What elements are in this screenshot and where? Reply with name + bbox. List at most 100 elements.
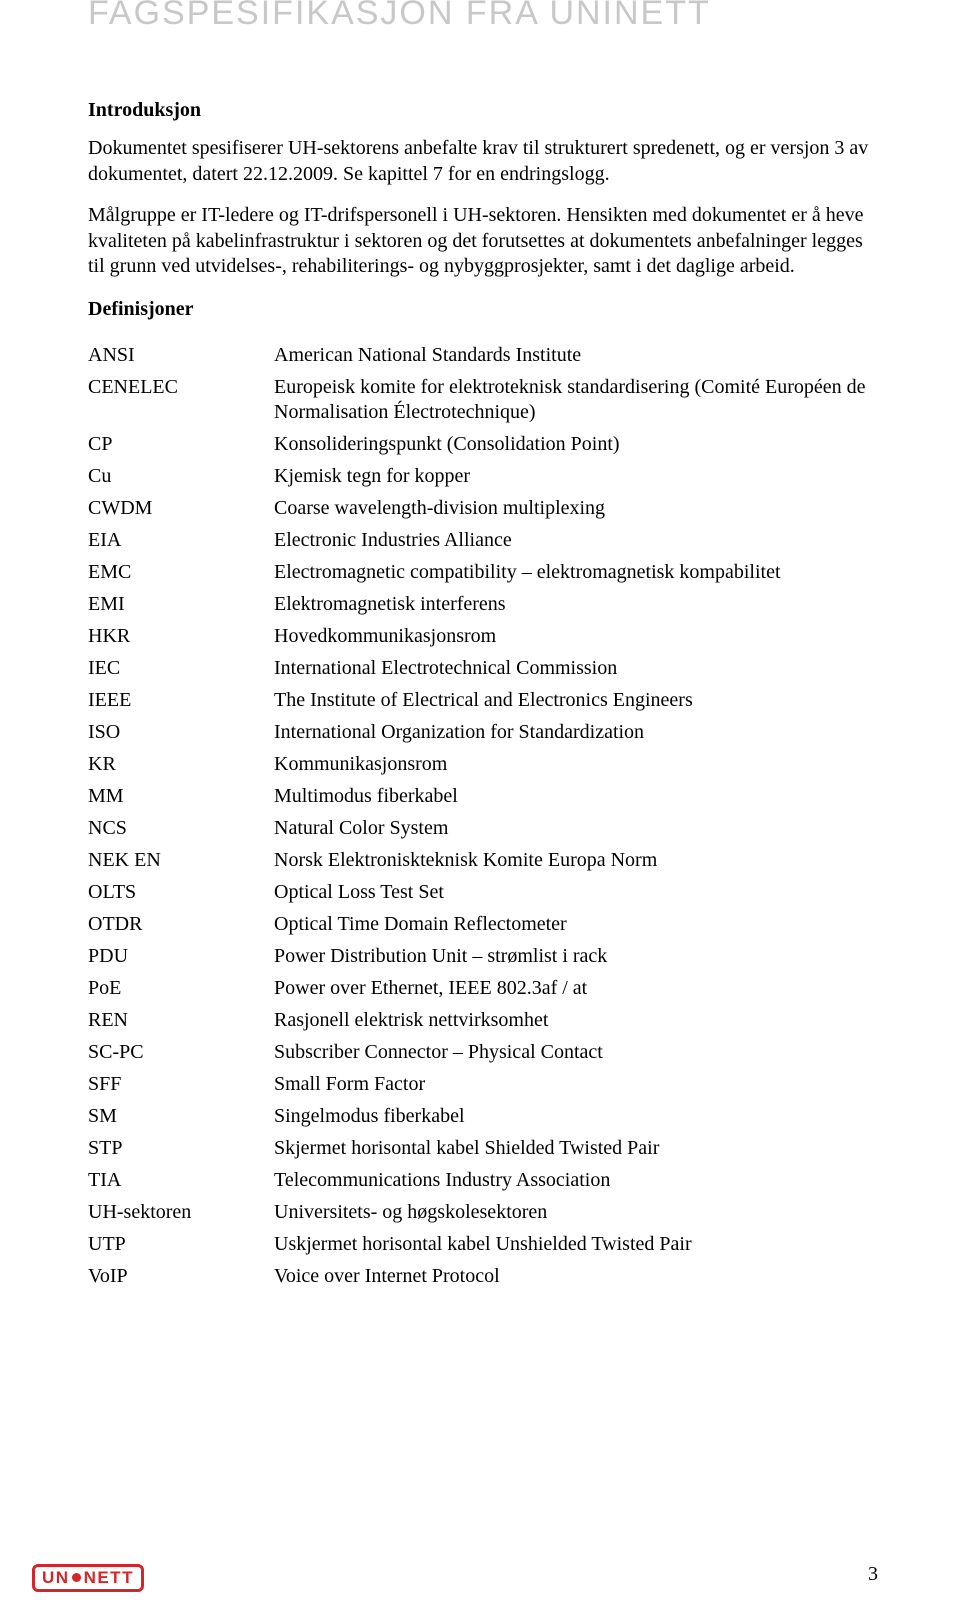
definition-description: Multimodus fiberkabel <box>274 784 872 816</box>
definition-row: TIATelecommunications Industry Associati… <box>88 1168 872 1200</box>
definition-description: International Organization for Standardi… <box>274 720 872 752</box>
definition-description: International Electrotechnical Commissio… <box>274 656 872 688</box>
definition-description: Small Form Factor <box>274 1072 872 1104</box>
definition-term: Cu <box>88 464 274 496</box>
definition-row: STPSkjermet horisontal kabel Shielded Tw… <box>88 1136 872 1168</box>
definition-term: CWDM <box>88 496 274 528</box>
definition-description: Electromagnetic compatibility – elektrom… <box>274 560 872 592</box>
definition-term: MM <box>88 784 274 816</box>
definition-row: EMCElectromagnetic compatibility – elekt… <box>88 560 872 592</box>
intro-paragraph-2: Målgruppe er IT-ledere og IT-drifsperson… <box>88 203 872 280</box>
definition-row: CuKjemisk tegn for kopper <box>88 464 872 496</box>
definition-row: VoIPVoice over Internet Protocol <box>88 1264 872 1296</box>
definition-term: SFF <box>88 1072 274 1104</box>
definition-row: RENRasjonell elektrisk nettvirksomhet <box>88 1008 872 1040</box>
definition-description: Kommunikasjonsrom <box>274 752 872 784</box>
definition-row: ANSIAmerican National Standards Institut… <box>88 343 872 375</box>
definition-description: The Institute of Electrical and Electron… <box>274 688 872 720</box>
definition-row: EMIElektromagnetisk interferens <box>88 592 872 624</box>
definition-term: REN <box>88 1008 274 1040</box>
logo-dot-icon <box>72 1573 81 1582</box>
definition-term: PDU <box>88 944 274 976</box>
definition-row: UH-sektorenUniversitets- og høgskolesekt… <box>88 1200 872 1232</box>
definition-term: TIA <box>88 1168 274 1200</box>
page-number: 3 <box>868 1563 878 1586</box>
definition-row: PDUPower Distribution Unit – strømlist i… <box>88 944 872 976</box>
definition-description: Natural Color System <box>274 816 872 848</box>
definition-description: Optical Loss Test Set <box>274 880 872 912</box>
definition-row: NEK ENNorsk Elektroniskteknisk Komite Eu… <box>88 848 872 880</box>
definition-term: EMI <box>88 592 274 624</box>
definition-term: UH-sektoren <box>88 1200 274 1232</box>
definition-description: Power Distribution Unit – strømlist i ra… <box>274 944 872 976</box>
definition-term: KR <box>88 752 274 784</box>
definition-row: HKRHovedkommunikasjonsrom <box>88 624 872 656</box>
definition-description: Konsolideringspunkt (Consolidation Point… <box>274 432 872 464</box>
definition-row: EIAElectronic Industries Alliance <box>88 528 872 560</box>
definition-term: OTDR <box>88 912 274 944</box>
definition-description: Elektromagnetisk interferens <box>274 592 872 624</box>
definition-row: IECInternational Electrotechnical Commis… <box>88 656 872 688</box>
definition-term: EMC <box>88 560 274 592</box>
definition-description: Uskjermet horisontal kabel Unshielded Tw… <box>274 1232 872 1264</box>
definition-description: Singelmodus fiberkabel <box>274 1104 872 1136</box>
definition-description: American National Standards Institute <box>274 343 872 375</box>
definition-row: PoEPower over Ethernet, IEEE 802.3af / a… <box>88 976 872 1008</box>
definition-description: Coarse wavelength-division multiplexing <box>274 496 872 528</box>
definition-term: NEK EN <box>88 848 274 880</box>
intro-paragraph-1: Dokumentet spesifiserer UH-sektorens anb… <box>88 136 872 187</box>
definitions-table: ANSIAmerican National Standards Institut… <box>88 343 872 1296</box>
definition-row: CWDMCoarse wavelength-division multiplex… <box>88 496 872 528</box>
definition-row: SMSingelmodus fiberkabel <box>88 1104 872 1136</box>
definition-term: CENELEC <box>88 375 274 432</box>
definition-term: IEEE <box>88 688 274 720</box>
page-content: FAGSPESIFIKASJON FRA UNINETT Introduksjo… <box>0 0 960 1296</box>
definition-term: STP <box>88 1136 274 1168</box>
definition-description: Telecommunications Industry Association <box>274 1168 872 1200</box>
definition-description: Power over Ethernet, IEEE 802.3af / at <box>274 976 872 1008</box>
definition-row: UTPUskjermet horisontal kabel Unshielded… <box>88 1232 872 1264</box>
definition-description: Voice over Internet Protocol <box>274 1264 872 1296</box>
definition-row: SC-PCSubscriber Connector – Physical Con… <box>88 1040 872 1072</box>
definition-term: UTP <box>88 1232 274 1264</box>
header-running-title: FAGSPESIFIKASJON FRA UNINETT <box>88 0 872 33</box>
definition-term: EIA <box>88 528 274 560</box>
definition-description: Subscriber Connector – Physical Contact <box>274 1040 872 1072</box>
definition-term: NCS <box>88 816 274 848</box>
page-footer: UN NETT 3 <box>32 1552 878 1592</box>
definition-term: OLTS <box>88 880 274 912</box>
definition-term: HKR <box>88 624 274 656</box>
definition-description: Rasjonell elektrisk nettvirksomhet <box>274 1008 872 1040</box>
definition-term: ISO <box>88 720 274 752</box>
definition-description: Universitets- og høgskolesektoren <box>274 1200 872 1232</box>
definition-term: CP <box>88 432 274 464</box>
definition-term: PoE <box>88 976 274 1008</box>
definition-row: CENELECEuropeisk komite for elektrotekni… <box>88 375 872 432</box>
definition-description: Europeisk komite for elektroteknisk stan… <box>274 375 872 432</box>
definition-row: NCSNatural Color System <box>88 816 872 848</box>
definition-row: CPKonsolideringspunkt (Consolidation Poi… <box>88 432 872 464</box>
definition-description: Optical Time Domain Reflectometer <box>274 912 872 944</box>
definition-row: IEEEThe Institute of Electrical and Elec… <box>88 688 872 720</box>
uninett-logo: UN NETT <box>32 1564 144 1592</box>
definition-description: Kjemisk tegn for kopper <box>274 464 872 496</box>
definition-term: SC-PC <box>88 1040 274 1072</box>
definition-term: SM <box>88 1104 274 1136</box>
definition-description: Skjermet horisontal kabel Shielded Twist… <box>274 1136 872 1168</box>
definition-row: KRKommunikasjonsrom <box>88 752 872 784</box>
logo-text-suffix: NETT <box>84 1569 134 1586</box>
intro-heading: Introduksjon <box>88 99 872 122</box>
definition-row: OTDROptical Time Domain Reflectometer <box>88 912 872 944</box>
definition-description: Norsk Elektroniskteknisk Komite Europa N… <box>274 848 872 880</box>
definitions-heading: Definisjoner <box>88 298 872 321</box>
definition-row: MMMultimodus fiberkabel <box>88 784 872 816</box>
definition-term: IEC <box>88 656 274 688</box>
logo-text-prefix: UN <box>42 1569 70 1586</box>
definition-description: Electronic Industries Alliance <box>274 528 872 560</box>
definition-row: SFFSmall Form Factor <box>88 1072 872 1104</box>
definition-term: VoIP <box>88 1264 274 1296</box>
definition-description: Hovedkommunikasjonsrom <box>274 624 872 656</box>
definition-row: ISOInternational Organization for Standa… <box>88 720 872 752</box>
definition-row: OLTSOptical Loss Test Set <box>88 880 872 912</box>
definition-term: ANSI <box>88 343 274 375</box>
